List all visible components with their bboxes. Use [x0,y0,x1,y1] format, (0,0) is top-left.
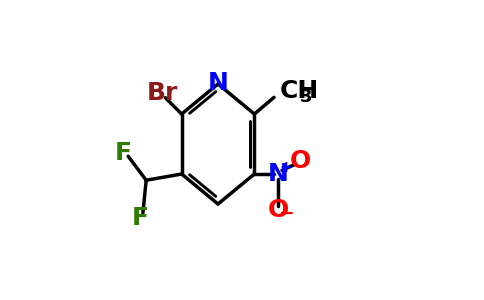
Text: 3: 3 [300,88,312,106]
Text: Br: Br [147,81,178,105]
Text: CH: CH [280,80,319,103]
Text: N: N [208,70,228,94]
Text: +: + [280,160,292,175]
Text: F: F [131,206,149,230]
Text: N: N [268,162,289,186]
Text: F: F [115,141,132,165]
Text: O: O [268,198,289,222]
Text: −: − [279,204,295,223]
Text: O: O [290,148,312,172]
